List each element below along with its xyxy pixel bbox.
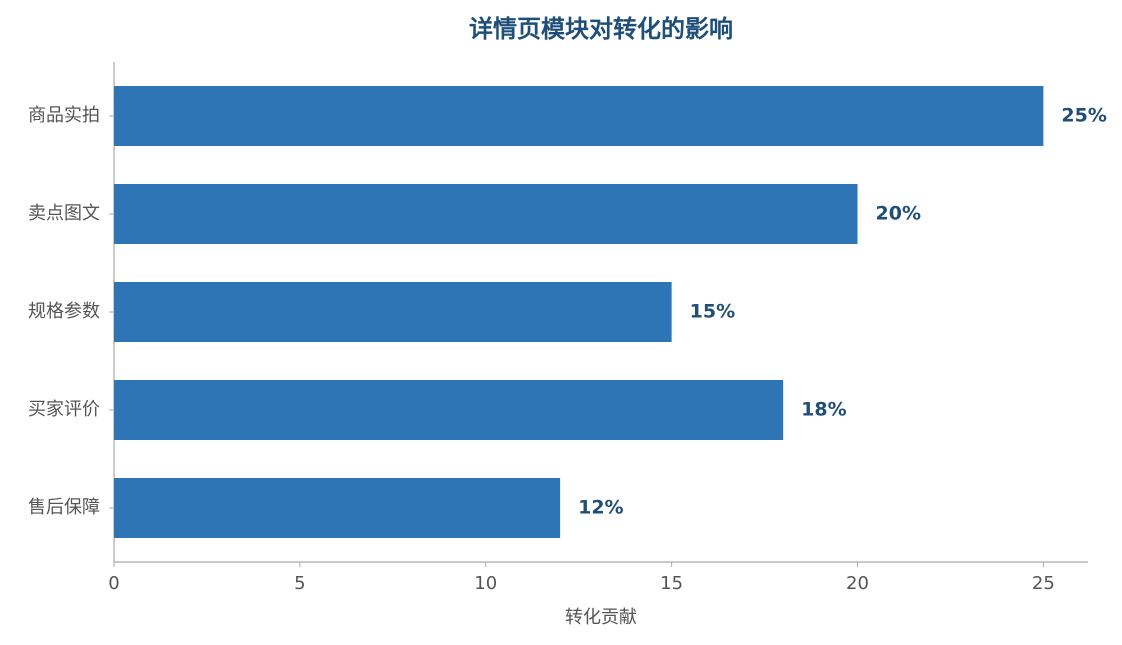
x-tick-label: 5 (294, 573, 305, 594)
value-label: 25% (1061, 105, 1106, 127)
y-tick-label: 规格参数 (28, 301, 100, 322)
x-tick-label: 25 (1032, 573, 1055, 594)
y-tick-label: 卖点图文 (28, 203, 100, 224)
bar (114, 86, 1044, 146)
y-tick-label: 商品实拍 (28, 105, 100, 126)
chart-title: 详情页模块对转化的影响 (469, 15, 733, 43)
value-label: 12% (578, 497, 623, 519)
x-tick-label: 10 (474, 573, 497, 594)
bar (114, 282, 672, 342)
value-label: 20% (876, 203, 921, 225)
x-tick-label: 15 (660, 573, 683, 594)
bar (114, 380, 784, 440)
x-tick-label: 0 (108, 573, 119, 594)
y-tick-label: 售后保障 (28, 497, 100, 518)
bar (114, 478, 561, 538)
value-label: 18% (801, 399, 846, 421)
x-tick-label: 20 (846, 573, 869, 594)
value-label: 15% (690, 301, 735, 323)
x-axis-label: 转化贡献 (565, 607, 637, 628)
y-tick-label: 买家评价 (28, 399, 100, 420)
bar (114, 184, 858, 244)
